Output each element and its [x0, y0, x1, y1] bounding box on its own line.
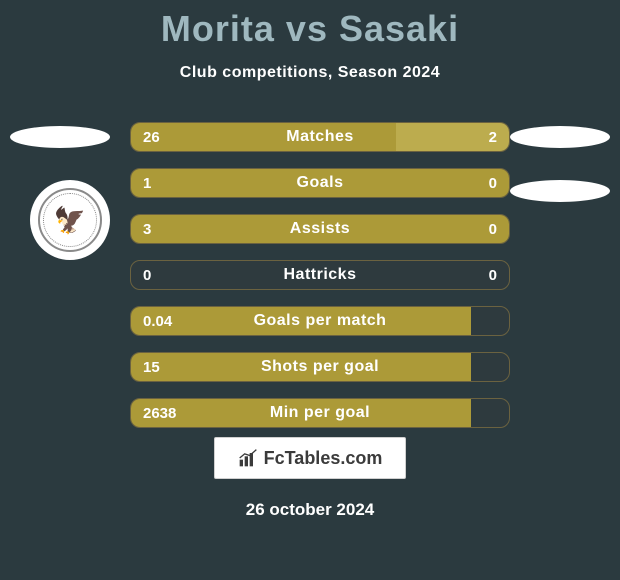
stat-value-right: 0	[489, 261, 497, 289]
team-logo-placeholder-left	[10, 126, 110, 148]
chart-icon	[238, 448, 258, 468]
bar-segment-right	[396, 123, 509, 151]
site-logo-text: FcTables.com	[264, 448, 383, 469]
club-badge-icon: 🦅	[54, 205, 86, 236]
club-badge: 🦅	[30, 180, 110, 260]
stat-bar: 2638Min per goal	[130, 398, 510, 428]
comparison-bars: 262Matches 10Goals 30Assists 0 0Hattricks 0.0…	[130, 122, 510, 444]
bar-segment-left	[131, 169, 509, 197]
team-logo-placeholder-right-1	[510, 126, 610, 148]
stat-bar: 0 0Hattricks	[130, 260, 510, 290]
vs-separator: vs	[286, 8, 328, 49]
bar-segment-left	[131, 353, 471, 381]
site-logo: FcTables.com	[214, 437, 406, 479]
stat-bar: 30Assists	[130, 214, 510, 244]
stat-value-left: 0	[143, 261, 151, 289]
stat-bar: 262Matches	[130, 122, 510, 152]
player1-name: Morita	[161, 8, 275, 49]
bar-segment-left	[131, 307, 471, 335]
club-badge-inner: 🦅	[38, 188, 102, 252]
stat-label: Hattricks	[131, 261, 509, 289]
date: 26 october 2024	[0, 500, 620, 520]
stat-bar: 10Goals	[130, 168, 510, 198]
bar-segment-left	[131, 123, 396, 151]
player2-name: Sasaki	[339, 8, 459, 49]
stat-bar: 0.04Goals per match	[130, 306, 510, 336]
bar-segment-left	[131, 215, 509, 243]
bar-segment-left	[131, 399, 471, 427]
team-logo-placeholder-right-2	[510, 180, 610, 202]
page-title: Morita vs Sasaki	[0, 0, 620, 50]
stat-bar: 15Shots per goal	[130, 352, 510, 382]
subtitle: Club competitions, Season 2024	[0, 64, 620, 82]
